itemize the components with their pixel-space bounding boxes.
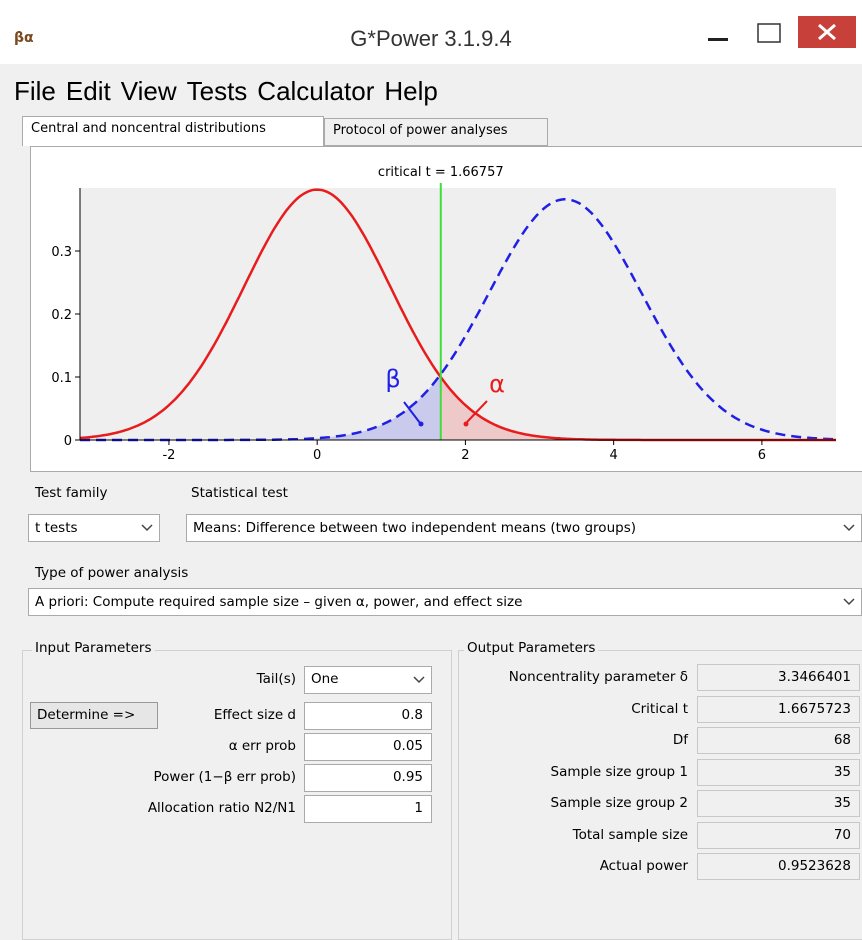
menu-item[interactable]: Edit [65, 76, 111, 106]
output-label: Df [672, 732, 688, 748]
input-label: Power (1−β err prob) [153, 769, 296, 785]
y-tick-label: 0 [64, 434, 72, 449]
menu-item[interactable]: Tests [186, 76, 248, 106]
beta-dot [418, 421, 424, 427]
group-label: Type of power analysis [32, 565, 192, 581]
input-label: Effect size d [213, 707, 296, 723]
x-tick-label: 2 [461, 448, 469, 463]
alpha-dot [463, 421, 469, 427]
x-tick-label: 6 [758, 448, 766, 463]
window-title: G*Power 3.1.9.4 [350, 26, 512, 51]
y-tick-label: 0.1 [51, 371, 72, 386]
tail-select[interactable]: One [304, 666, 432, 694]
group-label: Input Parameters [32, 640, 155, 656]
output-label: Actual power [599, 858, 688, 874]
statistical-test-select[interactable]: Means: Difference between two independen… [186, 514, 862, 542]
output-label: Sample size group 1 [550, 763, 688, 780]
output-label: Critical t [631, 700, 688, 717]
analysis-type-select[interactable]: A priori: Compute required sample size –… [28, 588, 862, 616]
x-tick-label: 4 [610, 448, 618, 463]
output-label: Noncentrality parameter δ [508, 669, 688, 685]
output-field: 1.6675723 [697, 695, 860, 723]
window-controls[interactable] [700, 16, 862, 56]
menu-item[interactable]: Help [384, 76, 438, 106]
menu-item[interactable]: View [120, 76, 177, 106]
input-label: Allocation ratio N2/N1 [147, 800, 296, 816]
select-value: One [311, 671, 339, 687]
input-field[interactable]: 0.8 [304, 702, 432, 730]
output-field: 68 [697, 727, 860, 754]
output-field: 3.3466401 [697, 664, 860, 691]
beta-label: β [385, 365, 400, 393]
chevron [413, 676, 425, 684]
beta-pointer [403, 401, 421, 424]
alpha-pointer [466, 400, 488, 423]
select-value: Means: Difference between two independen… [193, 520, 636, 536]
determine-button[interactable]: Determine => [30, 702, 158, 729]
input-label: α err prob [228, 738, 296, 754]
group-label: Output Parameters [464, 640, 599, 656]
noncentral-curve [80, 198, 836, 442]
critical-label: critical t = 1.66757 [378, 165, 504, 180]
alpha-label: α [489, 370, 505, 398]
y-tick-label: 0.3 [51, 245, 72, 260]
x-tick-label: -2 [162, 448, 175, 463]
menu-bar: File Edit View Tests Calculator Help [14, 76, 448, 107]
app-icon: βα [14, 30, 34, 46]
alpha-area [440, 377, 836, 440]
output-field: 35 [697, 758, 860, 786]
group-label: Test family [32, 485, 111, 501]
output-field: 35 [697, 790, 860, 817]
select-value: A priori: Compute required sample size –… [35, 594, 523, 610]
beta-area [80, 374, 441, 440]
title-bar: βα G*Power 3.1.9.4 [0, 0, 862, 64]
tab[interactable]: Central and noncentral distributions [22, 116, 324, 146]
output-label: Total sample size [572, 826, 688, 843]
tab[interactable]: Protocol of power analyses [324, 118, 548, 146]
output-field: 0.9523628 [697, 853, 860, 880]
group-label: Statistical test [188, 485, 291, 501]
svg-text:βα: βα [14, 30, 34, 46]
input-label: Tail(s) [256, 671, 296, 687]
input-field[interactable]: 1 [304, 795, 432, 823]
x-tick-label: 0 [313, 448, 321, 463]
input-field[interactable]: 0.05 [304, 733, 432, 761]
menu-item[interactable]: File [14, 76, 56, 106]
menu-item[interactable]: Calculator [257, 76, 375, 106]
output-field: 70 [697, 821, 860, 849]
input-field[interactable]: 0.95 [304, 764, 432, 792]
output-label: Sample size group 2 [550, 795, 688, 811]
select-value: t tests [35, 520, 78, 536]
y-tick-label: 0.2 [51, 308, 72, 323]
test-family-select[interactable]: t tests [28, 514, 160, 542]
